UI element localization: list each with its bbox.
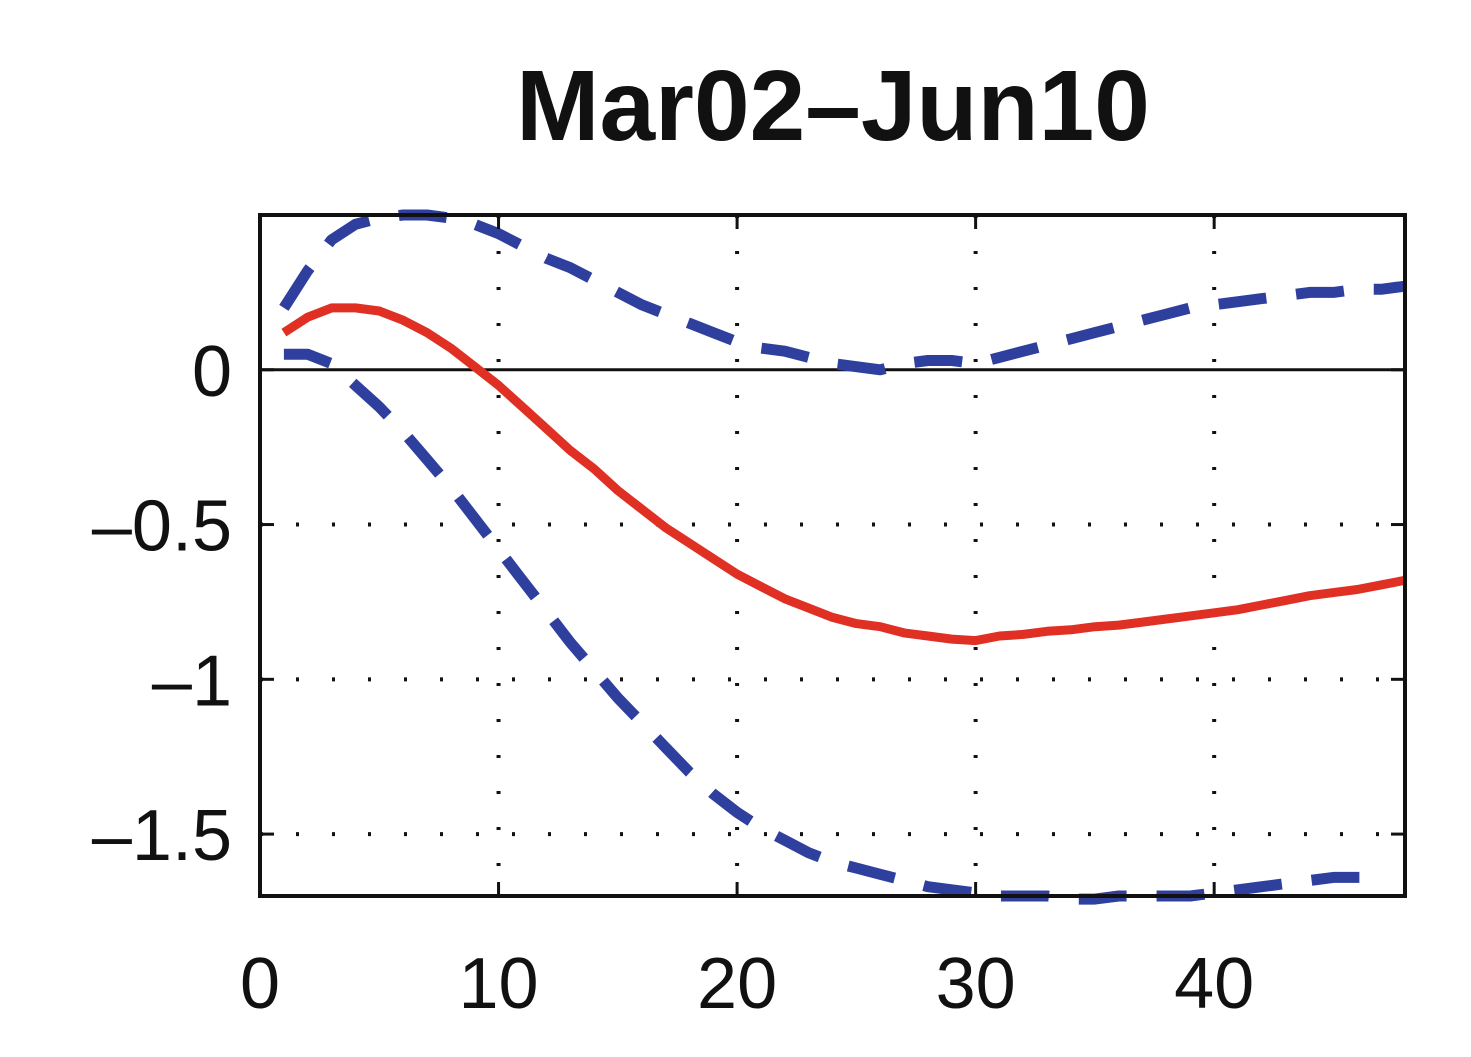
series-lines: [279, 209, 1406, 905]
y-tick-label: –1.5: [92, 796, 232, 876]
axis-ticks: 0 10 20 30 40 0 –0.5 –1 –1.5: [92, 215, 1405, 1024]
y-tick-label: –0.5: [92, 487, 232, 567]
x-tick-label: 20: [697, 944, 777, 1024]
plot-frame: [258, 213, 1407, 898]
solid-estimate-line-0: [281, 303, 1406, 646]
dashed-bound-line-2: [283, 348, 1382, 905]
x-tick-label: 0: [240, 944, 280, 1024]
x-tick-label: 30: [936, 944, 1016, 1024]
x-tick-label: 40: [1174, 944, 1254, 1024]
x-tick-label: 10: [458, 944, 538, 1024]
y-tick-label: –1: [152, 641, 232, 721]
grid-lines: [260, 215, 1405, 896]
chart-title: Mar02–Jun10: [516, 50, 1150, 162]
dashed-bound-line-1: [279, 209, 1406, 376]
y-tick-label: 0: [192, 332, 232, 412]
